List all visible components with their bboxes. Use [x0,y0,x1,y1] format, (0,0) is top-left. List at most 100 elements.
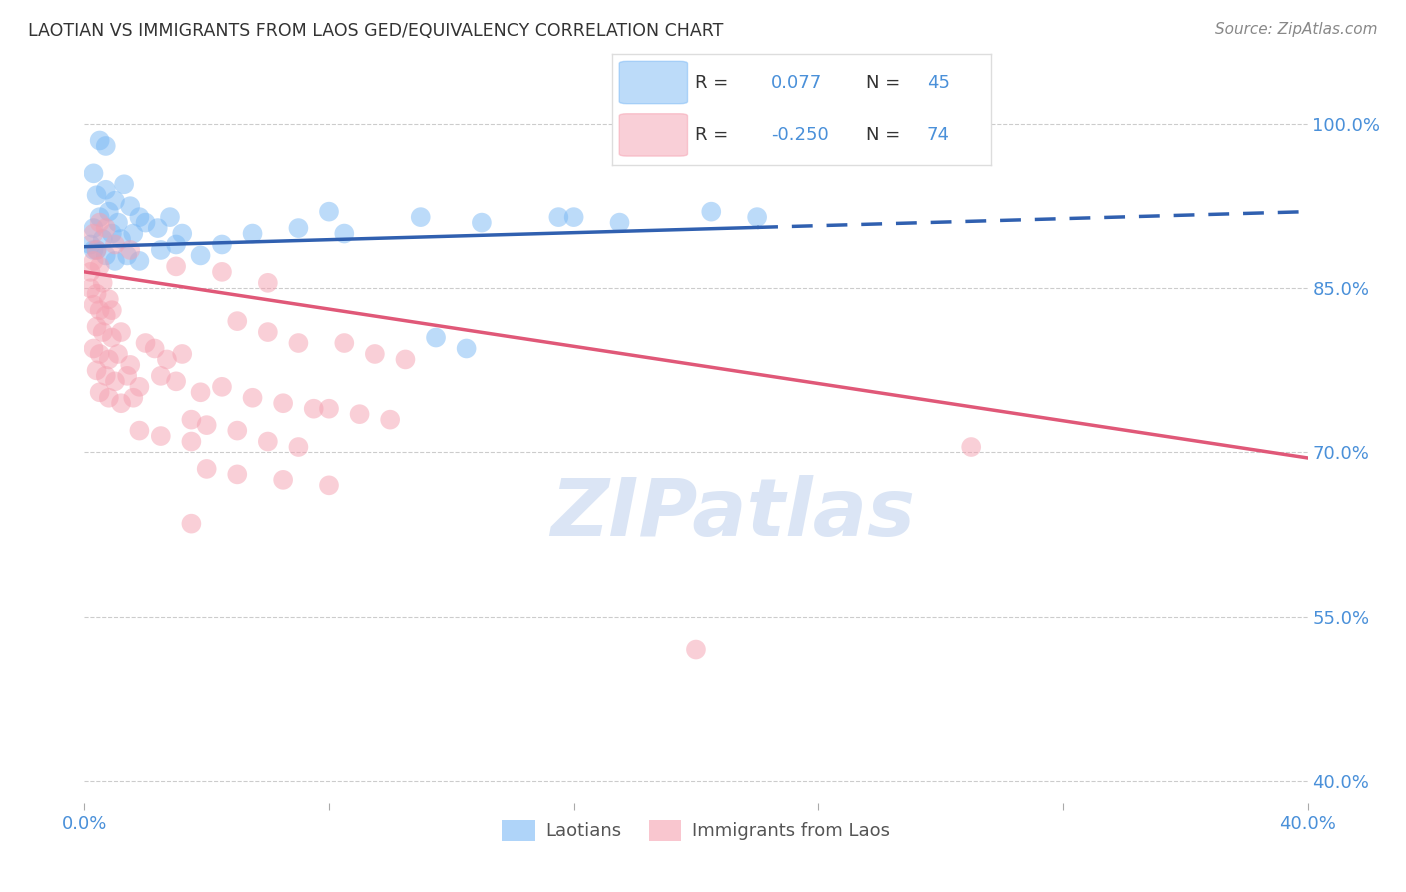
Text: ZIPatlas: ZIPatlas [550,475,915,553]
Point [122,227,145,241]
Point [89,260,111,274]
Point [104,374,127,388]
Point [242,227,264,241]
Point [609,216,631,230]
Point [456,342,478,356]
Point [86,363,108,377]
Point [110,232,132,246]
Point [226,424,249,438]
Point [180,412,202,426]
Point [156,352,179,367]
Point [195,462,218,476]
Point [97,204,120,219]
Point [257,276,280,290]
Point [89,210,111,224]
Point [89,347,111,361]
Point [685,642,707,657]
Point [120,199,142,213]
Point [94,248,117,262]
Point [333,336,356,351]
Point [115,368,138,383]
Point [94,183,117,197]
Point [128,210,150,224]
Point [97,391,120,405]
Point [333,227,356,241]
Point [547,210,569,224]
Point [149,243,172,257]
Point [101,227,124,241]
Point [960,440,983,454]
Point [83,298,105,312]
Point [302,401,325,416]
Point [146,221,169,235]
Point [110,325,132,339]
Point [394,352,416,367]
Point [83,227,105,241]
Point [112,178,135,192]
Point [172,227,194,241]
Point [107,347,129,361]
Point [180,516,202,531]
Point [89,216,111,230]
FancyBboxPatch shape [619,62,688,103]
Point [700,204,723,219]
Point [115,248,138,262]
Point [86,243,108,257]
Point [83,166,105,180]
Point [143,342,166,356]
Point [135,336,157,351]
Point [226,467,249,482]
Point [364,347,387,361]
Point [135,216,157,230]
Point [190,385,212,400]
Point [94,139,117,153]
Point [318,401,340,416]
Legend: Laotians, Immigrants from Laos: Laotians, Immigrants from Laos [495,813,897,848]
Point [425,330,447,344]
Point [172,347,194,361]
Point [89,385,111,400]
Point [83,342,105,356]
Point [120,358,142,372]
Text: LAOTIAN VS IMMIGRANTS FROM LAOS GED/EQUIVALENCY CORRELATION CHART: LAOTIAN VS IMMIGRANTS FROM LAOS GED/EQUI… [28,22,724,40]
Point [165,260,187,274]
Point [128,253,150,268]
Point [120,243,142,257]
Point [165,237,187,252]
Point [83,221,105,235]
Point [409,210,432,224]
Text: 74: 74 [927,126,949,144]
Text: 45: 45 [927,73,949,92]
Point [104,237,127,252]
Point [287,221,309,235]
Point [128,424,150,438]
Point [91,232,114,246]
Point [79,281,101,295]
Point [128,380,150,394]
Point [287,440,309,454]
Point [180,434,202,449]
Point [380,412,402,426]
Point [562,210,585,224]
Point [104,253,127,268]
Point [91,325,114,339]
Point [83,253,105,268]
Point [747,210,769,224]
Point [190,248,212,262]
Text: 0.077: 0.077 [770,73,823,92]
Point [195,418,218,433]
Text: R =: R = [695,73,728,92]
Point [79,265,101,279]
Point [86,243,108,257]
Point [97,352,120,367]
Point [110,396,132,410]
Point [271,396,294,410]
Text: N =: N = [866,126,900,144]
Point [471,216,494,230]
Text: -0.250: -0.250 [770,126,828,144]
Text: N =: N = [866,73,900,92]
Point [101,303,124,318]
Point [86,286,108,301]
Point [86,188,108,202]
Point [89,303,111,318]
